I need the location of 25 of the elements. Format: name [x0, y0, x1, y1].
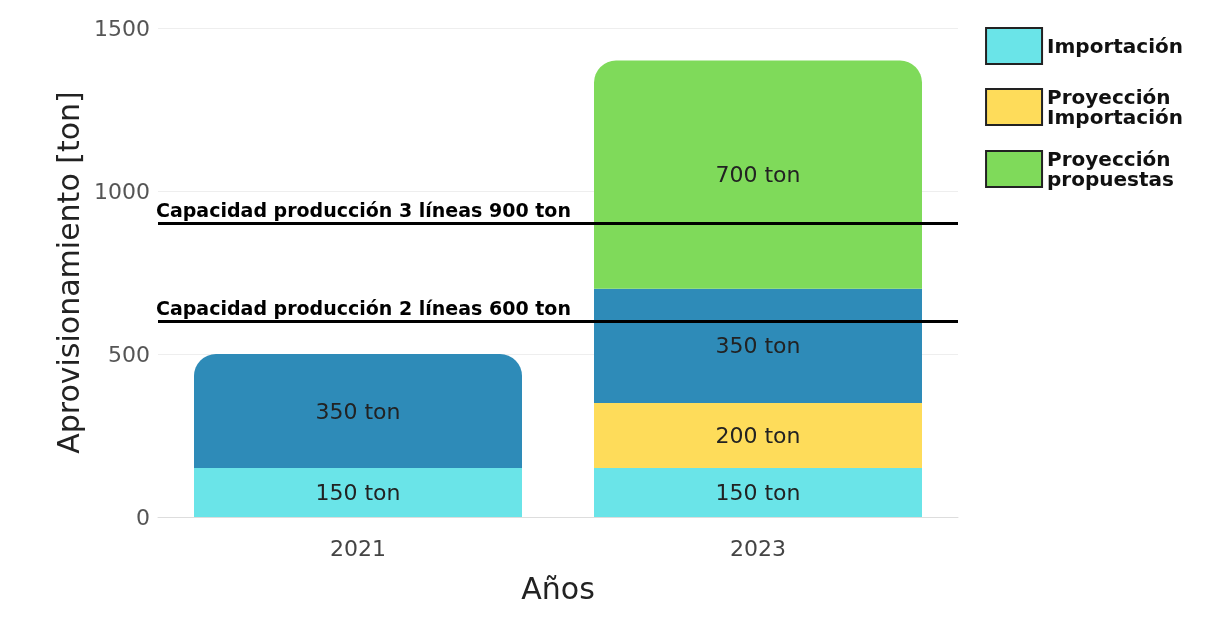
x-tick-label: 2021	[330, 535, 386, 561]
bar	[594, 60, 922, 289]
data-label: 700 ton	[715, 162, 801, 188]
data-label: 150 ton	[315, 480, 401, 506]
legend-label: Proyección Importación	[1047, 85, 1184, 129]
legend-label: Proyección propuestas	[1047, 147, 1178, 191]
bar	[194, 468, 522, 517]
x-axis-title: Años	[521, 570, 595, 606]
data-label: 150 ton	[715, 480, 801, 506]
data-label: 350 ton	[315, 398, 401, 424]
data-label: 200 ton	[715, 423, 801, 448]
data-label: 350 ton	[715, 333, 801, 359]
legend-label: Importación	[1047, 34, 1184, 58]
y-tick-label: 1500	[94, 15, 150, 41]
x-tick-label: 2023	[730, 535, 786, 561]
y-axis-title: Aprovisionamiento [ton]	[50, 91, 86, 454]
y-tick-label: 1000	[94, 178, 150, 204]
ref-line-label: Capacidad producción 2 líneas 600 ton	[156, 296, 571, 319]
y-tick-label: 500	[108, 341, 150, 367]
bar	[594, 288, 922, 403]
y-tick-label: 0	[136, 504, 150, 530]
bar	[194, 354, 522, 469]
ref-line-label: Capacidad producción 3 líneas 900 ton	[156, 199, 571, 222]
bar	[594, 468, 922, 517]
bar	[594, 402, 922, 469]
